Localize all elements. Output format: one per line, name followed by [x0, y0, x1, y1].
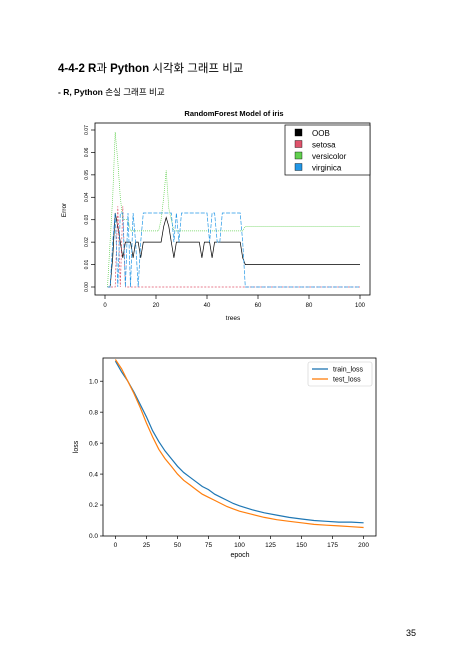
chart2-legend-label: train_loss — [333, 367, 363, 374]
chart1-legend-swatch — [294, 140, 303, 148]
chart2-xtick-label: 175 — [327, 542, 338, 549]
heading-rest: 시각화 그래프 비교 — [149, 63, 244, 75]
chart1-legend-label: OOB — [312, 129, 330, 138]
chart2-legend-items: train_loss test_loss — [312, 367, 363, 384]
chart2-legend-box — [307, 361, 373, 387]
heading-connector: 과 — [96, 63, 111, 75]
heading-bold-part1: 4-4-2 R — [58, 63, 97, 75]
chart1-ylabel: Error — [61, 202, 68, 217]
chart2-axes: 0 25 50 75 100 125 150 175 200 0.0 0.2 0.4 0.6 0.8 1.0 — [89, 378, 369, 549]
chart1-ytick-label: 0.05 — [84, 170, 90, 180]
chart1-series-virginica — [107, 212, 360, 288]
chart1-legend-items: OOB setosa versicolor virginica — [294, 128, 347, 173]
chart2-xtick-label: 0 — [114, 542, 118, 549]
chart2-ytick-label: 0.4 — [89, 471, 98, 478]
chart1-legend-swatch — [294, 128, 303, 137]
loss-chart: 0 25 50 75 100 125 150 175 200 0.0 0.2 0.4 0.6 0.8 1.0… — [73, 357, 377, 559]
chart1-series-versicolor — [107, 132, 360, 288]
chart2-xtick-label: 50 — [174, 542, 182, 549]
chart1-series-oob — [107, 212, 360, 288]
chart1-xtick-label: 80 — [306, 303, 313, 309]
chart2-xtick-label: 100 — [234, 542, 245, 549]
chart1-legend-label: virginica — [312, 164, 342, 173]
chart1-axes: 0 20 40 60 80 100 0.00 0.01 0.02 0.03 0.04 0.05 0.06… — [84, 125, 366, 309]
chart1-ytick-label: 0.07 — [84, 125, 90, 135]
chart2-ytick-label: 1.0 — [89, 378, 98, 385]
chart1-xtick-label: 20 — [153, 303, 160, 309]
chart1-xlabel: trees — [226, 315, 241, 322]
chart1-plot-frame — [94, 122, 371, 296]
subheading: - R, Python 손실 그래프 비교 — [58, 86, 165, 98]
chart1-ytick-label: 0.01 — [84, 259, 90, 269]
chart1-ytick-label: 0.02 — [84, 237, 90, 247]
chart1-ytick-label: 0.03 — [84, 215, 90, 225]
chart1-xtick-label: 100 — [355, 303, 366, 309]
chart1-ytick-label: 0.00 — [84, 282, 90, 292]
chart1-legend-swatch — [294, 151, 303, 160]
page-number: 35 — [406, 628, 417, 638]
chart1-legend: OOB setosa versicolor virginica — [284, 124, 371, 176]
chart2-ytick-label: 0.0 — [89, 533, 98, 540]
chart1-xtick-label: 0 — [103, 303, 107, 309]
chart2-ytick-label: 0.8 — [89, 409, 98, 416]
heading-bold-part2: Python — [110, 63, 150, 75]
chart1-ytick-label: 0.04 — [84, 192, 90, 202]
chart2-ytick-label: 0.2 — [89, 502, 98, 509]
chart2-legend-label: test_loss — [333, 377, 361, 384]
chart2-xtick-label: 125 — [265, 542, 276, 549]
section-heading: 4-4-2 R과 Python 시각화 그래프 비교 — [58, 60, 243, 76]
chart2-xtick-label: 25 — [143, 542, 151, 549]
chart1-legend-label: versicolor — [312, 152, 347, 161]
chart2-series-test-loss — [114, 359, 364, 529]
chart2-xtick-label: 200 — [358, 542, 369, 549]
chart1-series-group — [107, 132, 360, 288]
chart1-series-setosa — [107, 206, 360, 288]
chart2-xtick-label: 75 — [205, 542, 213, 549]
chart2-legend: train_loss test_loss — [307, 361, 373, 387]
chart1-title: RandomForest Model of iris — [184, 109, 283, 118]
subheading-rest: 손실 그래프 비교 — [102, 87, 165, 97]
chart1-xtick-label: 40 — [204, 303, 211, 309]
chart1-legend-swatch — [294, 163, 303, 171]
chart1-xtick-label: 60 — [255, 303, 262, 309]
chart2-xlabel: epoch — [230, 552, 249, 559]
chart2-ytick-label: 0.6 — [89, 440, 98, 447]
subheading-bold: - R, Python — [58, 87, 103, 97]
chart2-xtick-label: 150 — [296, 542, 307, 549]
chart2-series-group — [114, 359, 364, 529]
chart2-series-train-loss — [114, 360, 364, 524]
chart1-ytick-label: 0.06 — [84, 147, 90, 157]
chart2-ylabel: loss — [73, 440, 80, 453]
random-forest-error-chart: RandomForest Model of iris 0 20 40 60 80 1000… — [61, 109, 371, 322]
chart1-legend-label: setosa — [312, 141, 336, 150]
